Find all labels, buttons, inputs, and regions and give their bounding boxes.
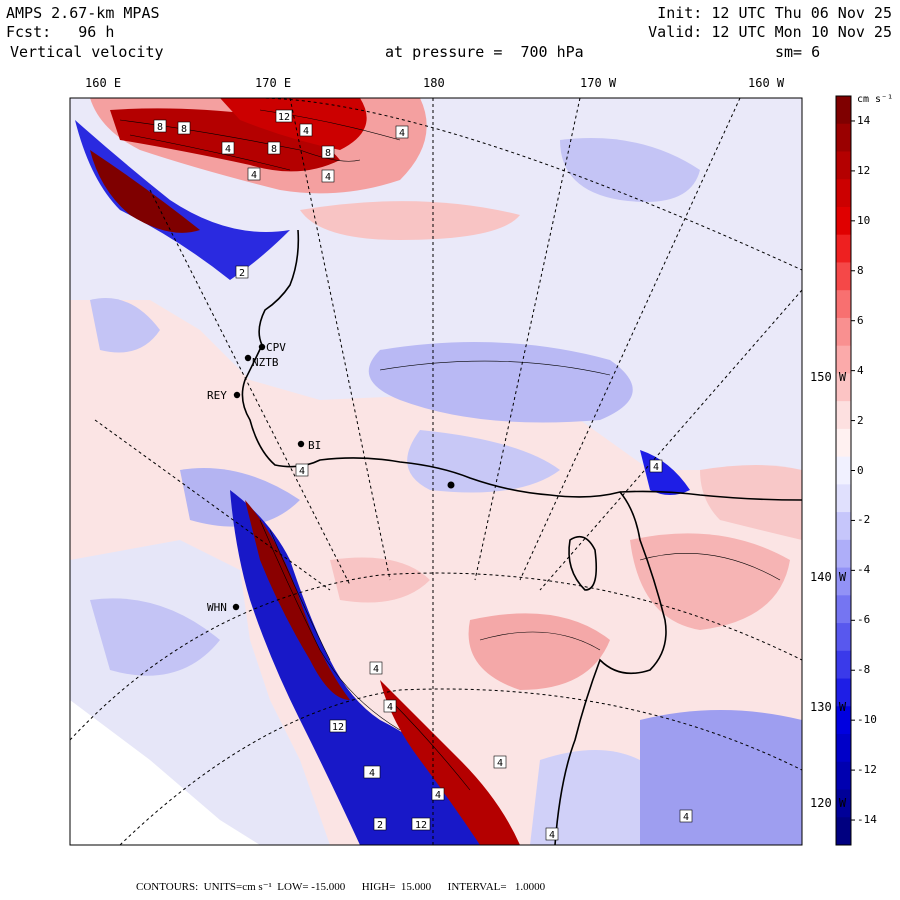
colorbar-label: 6: [857, 313, 864, 327]
station-cpv: CPV: [266, 341, 286, 354]
contour-label: 8: [271, 144, 277, 155]
colorbar-label: -6: [857, 613, 871, 627]
contour-label: 2: [377, 820, 383, 831]
colorbar: [835, 95, 855, 846]
colorbar-swatch: [836, 179, 851, 208]
colorbar-swatch: [836, 623, 851, 652]
colorbar-swatch: [836, 789, 851, 818]
contour-label: 4: [387, 702, 393, 713]
lon-tick-140w: 140 W: [810, 570, 847, 584]
valid-time: Valid: 12 UTC Mon 10 Nov 25: [648, 23, 892, 41]
colorbar-swatch: [836, 317, 851, 347]
colorbar-label: 8: [857, 263, 864, 277]
station-nztb: NZTB: [252, 356, 279, 369]
colorbar-label: -4: [857, 563, 871, 577]
colorbar-swatch: [836, 345, 851, 374]
contour-label: 4: [683, 812, 689, 823]
contour-label: 8: [181, 124, 187, 135]
contour-label: 4: [399, 128, 405, 139]
colorbar-swatch: [836, 262, 851, 291]
colorbar-swatch: [836, 428, 851, 458]
colorbar-swatch: [836, 512, 851, 541]
colorbar-swatch: [836, 96, 851, 125]
contour-label: 4: [373, 664, 379, 675]
contour-label: 4: [225, 144, 231, 155]
contour-label: 8: [157, 122, 163, 133]
colorbar-swatch: [836, 484, 851, 513]
colorbar-swatch: [836, 678, 851, 707]
lon-tick-160e: 160 E: [85, 76, 122, 90]
colorbar-swatch: [836, 373, 851, 402]
colorbar-swatch: [836, 206, 851, 236]
colorbar-swatch: [836, 539, 851, 569]
forecast-hour: Fcst: 96 h: [6, 23, 115, 41]
lon-tick-170w: 170 W: [580, 76, 617, 90]
colorbar-label: -10: [857, 713, 877, 727]
station-whn: WHN: [207, 601, 227, 614]
init-time: Init: 12 UTC Thu 06 Nov 25: [657, 4, 892, 22]
lon-tick-160w: 160 W: [748, 76, 785, 90]
contour-label: 4: [303, 126, 309, 137]
colorbar-swatch: [836, 290, 851, 319]
colorbar-label: -8: [857, 663, 871, 677]
colorbar-swatch: [836, 123, 851, 152]
station-rey: REY: [207, 389, 227, 402]
contour-label: 4: [369, 768, 375, 779]
station-bi: BI: [308, 439, 321, 452]
colorbar-swatch: [836, 734, 851, 763]
contour-label: 8: [325, 148, 331, 159]
colorbar-swatch: [836, 567, 851, 596]
model-title: AMPS 2.67-km MPAS: [6, 4, 160, 22]
colorbar-label: 4: [857, 363, 864, 377]
contour-label: 4: [299, 466, 305, 477]
lon-tick-180: 180: [423, 76, 445, 90]
field-name: Vertical velocity: [10, 43, 164, 61]
contour-label: 12: [278, 112, 290, 123]
lon-tick-120w: 120 W: [810, 796, 847, 810]
lon-tick-150w: 150 W: [810, 370, 847, 384]
lon-tick-170e: 170 E: [255, 76, 292, 90]
colorbar-swatch: [836, 650, 851, 680]
colorbar-label: 14: [857, 113, 871, 127]
colorbar-swatch: [836, 817, 851, 846]
colorbar-label: 10: [857, 213, 871, 227]
contour-label: 2: [239, 268, 245, 279]
colorbar-swatch: [836, 761, 851, 791]
contour-label: 4: [653, 462, 659, 473]
colorbar-swatch: [836, 595, 851, 624]
colorbar-swatch: [836, 456, 851, 485]
colorbar-label: 0: [857, 463, 864, 477]
contour-label: 4: [325, 172, 331, 183]
contour-label: 12: [415, 820, 427, 831]
colorbar-label: 2: [857, 413, 864, 427]
colorbar-label: -2: [857, 513, 871, 527]
contour-info: CONTOURS: UNITS=cm s⁻¹ LOW= -15.000 HIGH…: [136, 881, 546, 893]
contour-label: 4: [251, 170, 257, 181]
colorbar-swatch: [836, 151, 851, 180]
colorbar-label: -12: [857, 763, 877, 777]
colorbar-swatch: [836, 706, 851, 735]
pressure-level: at pressure = 700 hPa: [385, 43, 584, 61]
colorbar-swatch: [836, 401, 851, 430]
smoothing: sm= 6: [775, 43, 821, 61]
lon-tick-130w: 130 W: [810, 700, 847, 714]
contour-label: 4: [549, 830, 555, 841]
colorbar-label: -14: [857, 813, 877, 827]
contour-label: 4: [435, 790, 441, 801]
colorbar-swatch: [836, 234, 851, 263]
contour-label: 4: [497, 758, 503, 769]
colorbar-units: cm s⁻¹: [857, 94, 894, 105]
contour-label: 12: [332, 722, 344, 733]
colorbar-label: 12: [857, 163, 871, 177]
